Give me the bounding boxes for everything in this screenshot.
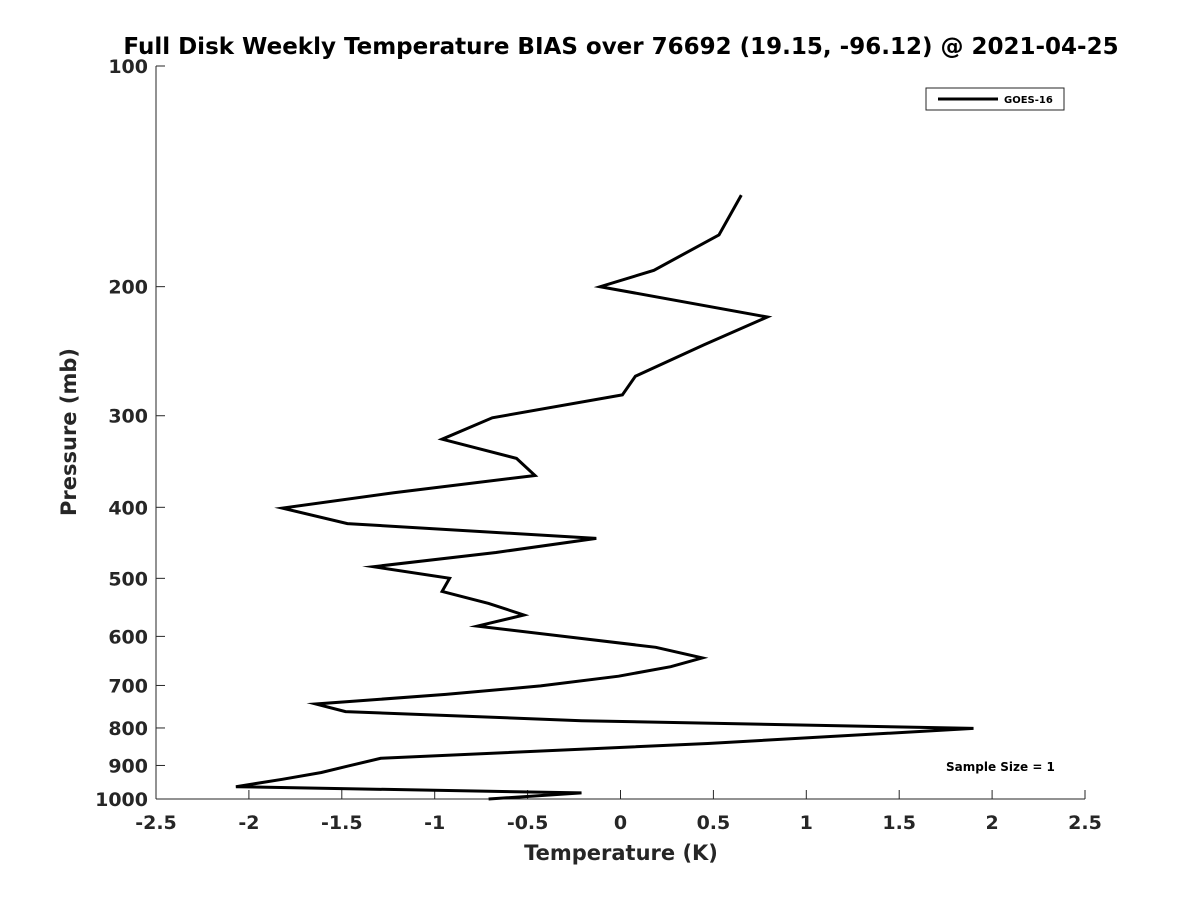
plot-area xyxy=(156,66,1085,799)
y-axis-label: Pressure (mb) xyxy=(57,348,81,516)
y-tick-label: 800 xyxy=(108,718,148,740)
x-tick-label: -1.5 xyxy=(321,812,363,834)
x-tick-label: 1.5 xyxy=(882,812,916,834)
x-tick-label: 2 xyxy=(985,812,998,834)
legend: GOES-16 xyxy=(925,87,1065,111)
x-ticks: -2.5 -2 -1.5 -1 -0.5 0 0.5 1 1.5 2 2.5 xyxy=(135,790,1102,834)
x-tick-label: -1 xyxy=(424,812,445,834)
y-tick-label: 1000 xyxy=(95,789,148,811)
y-tick-label: 100 xyxy=(108,56,148,78)
legend-label-goes-16: GOES-16 xyxy=(1004,95,1053,106)
y-tick-label: 500 xyxy=(108,568,148,590)
x-tick-label: 1 xyxy=(800,812,813,834)
y-tick-label: 300 xyxy=(108,406,148,428)
series-layer xyxy=(235,194,974,801)
y-tick-label: 200 xyxy=(108,277,148,299)
x-axis-label: Temperature (K) xyxy=(524,841,718,865)
x-tick-label: 2.5 xyxy=(1068,812,1102,834)
chart-title: Full Disk Weekly Temperature BIAS over 7… xyxy=(123,34,1118,60)
x-tick-label: -2 xyxy=(238,812,259,834)
sample-size-annotation: Sample Size = 1 xyxy=(946,760,1055,774)
x-tick-label: -2.5 xyxy=(135,812,177,834)
series-line-goes-16 xyxy=(235,194,974,801)
y-tick-label: 600 xyxy=(108,626,148,648)
y-tick-label: 900 xyxy=(108,755,148,777)
y-tick-label: 700 xyxy=(108,675,148,697)
y-tick-label: 400 xyxy=(108,497,148,519)
x-tick-label: 0 xyxy=(614,812,627,834)
y-ticks: 100 200 300 400 500 600 700 800 900 1000 xyxy=(95,56,165,811)
x-tick-label: 0.5 xyxy=(697,812,731,834)
x-tick-label: -0.5 xyxy=(507,812,549,834)
